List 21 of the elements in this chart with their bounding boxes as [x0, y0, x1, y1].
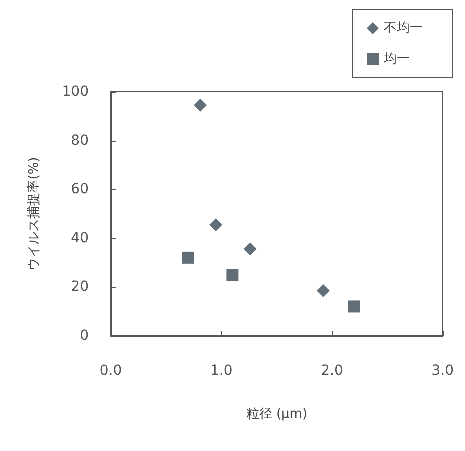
- y-tick-label: 100: [62, 84, 89, 100]
- point: [316, 284, 330, 298]
- legend-label: 不均一: [384, 21, 423, 36]
- x-tick-label: 1.0: [210, 363, 233, 379]
- y-tick-label: 40: [71, 230, 89, 246]
- x-tick-label: 3.0: [432, 363, 454, 379]
- point: [210, 218, 223, 232]
- y-tick-label: 0: [80, 328, 89, 344]
- point: [182, 252, 194, 264]
- x-tick-label: 2.0: [321, 363, 344, 379]
- point: [348, 300, 360, 313]
- legend-label: 均一: [383, 52, 410, 67]
- point: [226, 269, 239, 281]
- point: [244, 242, 257, 256]
- y-tick-label: 20: [71, 279, 89, 296]
- point: [194, 98, 208, 112]
- y-tick-label: 60: [71, 182, 89, 198]
- y-tick-label: 80: [71, 132, 89, 149]
- y-axis-title: ウイルス捕捉率(%): [26, 157, 42, 271]
- x-axis-title: 粒径 (μm): [246, 407, 308, 422]
- x-tick-label: 0.0: [100, 363, 122, 379]
